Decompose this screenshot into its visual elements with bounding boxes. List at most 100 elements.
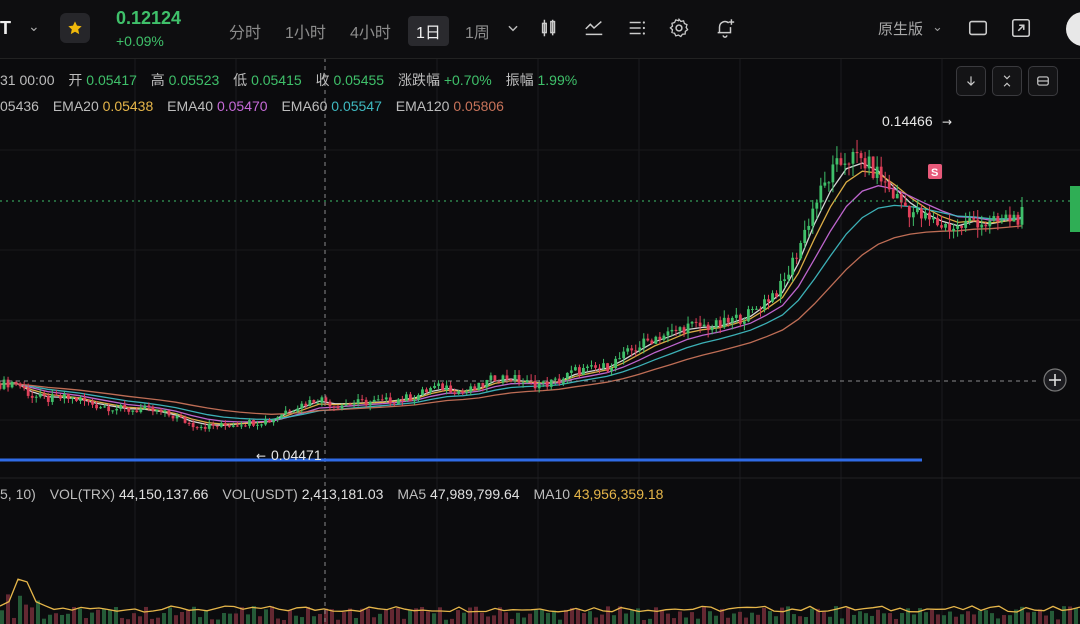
candle-body — [392, 403, 396, 405]
volume-bar — [1044, 615, 1048, 624]
candle-body — [682, 327, 686, 334]
close-value: 0.05455 — [333, 72, 385, 88]
fullscreen-icon[interactable] — [1009, 16, 1033, 40]
volume-bar — [786, 606, 790, 624]
candle-body — [960, 225, 964, 228]
chevron-down-icon[interactable]: ⌄ — [28, 18, 40, 34]
tab-timeframe-1d[interactable]: 1日 — [408, 16, 449, 46]
candle-body — [662, 335, 666, 340]
volume-bar — [504, 612, 508, 624]
volume-bar — [342, 612, 346, 624]
collapse-button[interactable] — [992, 66, 1022, 96]
candle-body — [602, 363, 605, 369]
volume-bar — [612, 615, 616, 624]
candle-body — [58, 395, 62, 399]
candle-body — [360, 399, 364, 401]
candle-body — [14, 382, 18, 384]
volume-bar — [558, 619, 562, 624]
tab-timeframe-4h[interactable]: 4小时 — [350, 25, 391, 42]
candle-body — [179, 416, 183, 418]
volume-bar — [726, 617, 730, 624]
candle-body — [62, 394, 66, 399]
scroll-down-button[interactable] — [956, 66, 986, 96]
candle-body — [95, 404, 98, 409]
gear-icon[interactable] — [667, 16, 691, 40]
volume-bar — [864, 613, 868, 624]
add-alert-button[interactable] — [1043, 368, 1067, 392]
candle-body — [992, 216, 996, 221]
candle-body — [936, 217, 939, 226]
close-label: 收 — [315, 72, 330, 88]
open-value: 0.05417 — [86, 72, 137, 88]
candle-body — [477, 382, 481, 390]
chart-layout-button[interactable] — [1028, 66, 1058, 96]
candle-body — [529, 379, 533, 381]
list-settings-icon[interactable] — [625, 16, 649, 40]
candle-body — [509, 379, 513, 381]
view-mode-select[interactable]: 原生版 — [878, 21, 924, 38]
candle-body — [445, 385, 449, 390]
candle-body — [827, 182, 831, 184]
candle-body — [437, 383, 440, 386]
volume-bar — [702, 606, 706, 624]
volume-bar — [630, 610, 634, 624]
candle-body — [304, 403, 308, 407]
avatar[interactable] — [1066, 12, 1080, 46]
candle-body — [545, 381, 549, 387]
volume-bar — [402, 618, 406, 624]
favorite-button[interactable] — [60, 13, 90, 43]
candle-body — [1000, 219, 1004, 222]
volume-bar — [834, 606, 838, 624]
alert-bell-icon[interactable] — [713, 16, 737, 40]
candle-body — [553, 378, 557, 380]
volume-bar — [120, 617, 124, 624]
candle-body — [449, 385, 453, 393]
candle-body — [573, 367, 577, 371]
candle-body — [650, 340, 654, 344]
volume-ma-line — [0, 578, 1080, 613]
candles — [0, 139, 1024, 432]
volume-bar — [24, 604, 28, 624]
volume-bar — [282, 619, 286, 624]
chevron-down-icon[interactable]: ⌄ — [932, 19, 943, 34]
pair-name[interactable]: T — [0, 18, 11, 38]
candle-body — [211, 423, 215, 426]
window-icon[interactable] — [966, 16, 990, 40]
tab-timeframe-1w[interactable]: 1周 — [465, 25, 490, 42]
candle-body — [867, 156, 871, 169]
volume-bar — [48, 614, 52, 624]
candle-body — [851, 151, 855, 164]
volume-bar — [270, 606, 274, 624]
candle-body — [376, 399, 380, 401]
volume-bar — [966, 611, 970, 624]
indicator-icon[interactable] — [582, 16, 606, 40]
volume-bar — [540, 609, 544, 624]
candle-body — [67, 394, 70, 399]
more-timeframes-chevron-icon[interactable] — [501, 16, 525, 40]
svg-text:S: S — [931, 167, 938, 179]
candle-body — [368, 401, 372, 406]
candle-body — [899, 193, 903, 203]
candle-body — [517, 375, 521, 383]
candle-body — [441, 383, 444, 390]
candle-body — [115, 408, 119, 411]
volume-bar — [132, 613, 136, 624]
volume-bar — [522, 617, 526, 624]
candle-body — [183, 417, 187, 423]
volume-bar — [174, 615, 178, 624]
volume-bar — [414, 608, 418, 624]
candle-body — [417, 395, 420, 400]
volume-bar — [660, 609, 664, 624]
candle-body — [968, 218, 972, 221]
candle-body — [988, 220, 992, 227]
volume-bar — [528, 613, 532, 624]
tab-timeframe-1h[interactable]: 1小时 — [285, 25, 326, 42]
volume-bar — [96, 609, 100, 624]
candle-type-icon[interactable] — [537, 16, 561, 40]
ema20-value: 0.05438 — [102, 98, 154, 114]
tab-timeframe-line[interactable]: 分时 — [229, 25, 262, 42]
high-label: 高 — [150, 72, 165, 88]
candle-body — [256, 424, 259, 426]
candle-body — [984, 224, 988, 227]
